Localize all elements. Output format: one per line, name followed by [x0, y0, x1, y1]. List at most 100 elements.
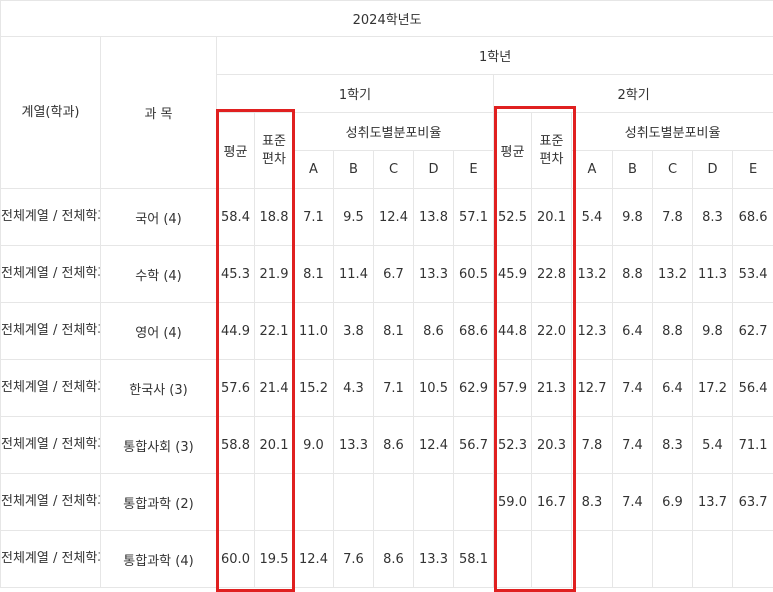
s1-dist-cell: 15.2 — [293, 359, 334, 417]
s1-distribution-header: 성취도별분포비율 — [293, 112, 494, 151]
track-cell: 전체계열 / 전체학과 — [0, 302, 101, 360]
s2-dist-cell — [692, 530, 733, 588]
s1-dist-cell: 9.0 — [293, 416, 334, 474]
s2-dist-cell: 13.2 — [652, 245, 693, 303]
s1-dist-cell: 56.7 — [453, 416, 494, 474]
s1-dist-cell: 13.8 — [413, 188, 454, 246]
s2-dist-cell: 63.7 — [731, 473, 773, 531]
track-cell: 전체계열 / 전체학과 — [0, 416, 101, 474]
s2-dist-cell — [652, 530, 693, 588]
s2-dist-cell: 13.7 — [692, 473, 733, 531]
s2-distribution-header: 성취도별분포비율 — [570, 112, 773, 151]
s1-std-dev-header: 표준 편차 — [254, 112, 294, 189]
s1-grade-a-header: A — [293, 150, 334, 189]
s2-dist-cell: 7.8 — [571, 416, 613, 474]
s1-average-cell: 44.9 — [216, 302, 255, 360]
subject-cell: 통합과학 (4) — [100, 530, 217, 588]
s2-dist-cell: 7.4 — [612, 359, 653, 417]
s1-dist-cell: 60.5 — [453, 245, 494, 303]
track-cell: 전체계열 / 전체학과 — [0, 188, 101, 246]
s2-std-dev-cell — [531, 530, 572, 588]
s2-dist-cell: 8.3 — [652, 416, 693, 474]
s1-dist-cell — [413, 473, 454, 531]
subject-cell: 국어 (4) — [100, 188, 217, 246]
s1-dist-cell: 12.4 — [373, 188, 414, 246]
s1-dist-cell: 13.3 — [413, 530, 454, 588]
s2-average-cell: 52.5 — [493, 188, 532, 246]
s2-average-cell: 45.9 — [493, 245, 532, 303]
s1-dist-cell: 7.1 — [373, 359, 414, 417]
s2-average-cell: 59.0 — [493, 473, 532, 531]
s2-std-dev-cell: 20.3 — [531, 416, 572, 474]
track-cell: 전체계열 / 전체학과 — [0, 530, 101, 588]
s1-dist-cell: 9.5 — [333, 188, 374, 246]
table-row: 전체계열 / 전체학과 통합과학 (2) 59.0 16.7 8.3 7.4 6.9 13.7… — [0, 473, 773, 531]
semester-1-header: 1학기 — [216, 74, 494, 113]
s1-dist-cell: 7.1 — [293, 188, 334, 246]
s2-dist-cell: 9.8 — [612, 188, 653, 246]
s2-grade-c-header: C — [652, 150, 693, 189]
subject-cell: 통합사회 (3) — [100, 416, 217, 474]
s2-std-dev-cell: 22.8 — [531, 245, 572, 303]
s2-dist-cell: 5.4 — [571, 188, 613, 246]
s1-dist-cell: 8.1 — [373, 302, 414, 360]
table-row: 전체계열 / 전체학과 국어 (4) 58.4 18.8 7.1 9.5 12.4 13.8 5… — [0, 188, 773, 246]
s2-dist-cell: 8.3 — [692, 188, 733, 246]
s2-dist-cell: 62.7 — [731, 302, 773, 360]
s1-dist-cell: 12.4 — [293, 530, 334, 588]
s1-average-header: 평균 — [216, 112, 255, 189]
s2-dist-cell: 68.6 — [731, 188, 773, 246]
s2-std-dev-cell: 16.7 — [531, 473, 572, 531]
s2-dist-cell: 8.8 — [612, 245, 653, 303]
s1-dist-cell: 10.5 — [413, 359, 454, 417]
s2-std-dev-cell: 22.0 — [531, 302, 572, 360]
s2-dist-cell: 12.7 — [571, 359, 613, 417]
subject-column-header: 과 목 — [100, 36, 217, 189]
s2-dist-cell: 13.2 — [571, 245, 613, 303]
s2-dist-cell: 7.8 — [652, 188, 693, 246]
s1-grade-d-header: D — [413, 150, 454, 189]
s2-dist-cell: 53.4 — [731, 245, 773, 303]
s2-grade-e-header: E — [731, 150, 773, 189]
s2-std-dev-cell: 20.1 — [531, 188, 572, 246]
s2-std-dev-header: 표준 편차 — [531, 112, 572, 189]
s2-dist-cell — [571, 530, 613, 588]
s1-dist-cell — [293, 473, 334, 531]
grade-year-header: 1학년 — [215, 36, 773, 75]
table-title: 2024학년도 — [0, 0, 773, 37]
s1-std-dev-cell: 19.5 — [254, 530, 294, 588]
track-column-header: 계열(학과) — [0, 36, 101, 189]
s1-dist-cell: 68.6 — [453, 302, 494, 360]
s2-grade-d-header: D — [692, 150, 733, 189]
s1-dist-cell: 11.0 — [293, 302, 334, 360]
s1-dist-cell: 12.4 — [413, 416, 454, 474]
table-row: 전체계열 / 전체학과 통합과학 (4) 60.0 19.5 12.4 7.6 8.6 13.… — [0, 530, 773, 588]
s1-average-cell — [216, 473, 255, 531]
s2-dist-cell: 6.4 — [612, 302, 653, 360]
subject-cell: 영어 (4) — [100, 302, 217, 360]
semester-2-header: 2학기 — [492, 74, 773, 113]
s1-dist-cell: 57.1 — [453, 188, 494, 246]
s2-dist-cell: 9.8 — [692, 302, 733, 360]
table-row: 전체계열 / 전체학과 한국사 (3) 57.6 21.4 15.2 4.3 7.1 10.5… — [0, 359, 773, 417]
s2-dist-cell: 6.4 — [652, 359, 693, 417]
s1-grade-b-header: B — [333, 150, 374, 189]
s1-dist-cell: 8.6 — [373, 416, 414, 474]
s2-average-cell: 57.9 — [493, 359, 532, 417]
s1-std-dev-cell: 21.4 — [254, 359, 294, 417]
s2-dist-cell — [731, 530, 773, 588]
s1-dist-cell: 13.3 — [413, 245, 454, 303]
s1-dist-cell — [453, 473, 494, 531]
s1-dist-cell: 58.1 — [453, 530, 494, 588]
s2-dist-cell: 17.2 — [692, 359, 733, 417]
s1-std-dev-cell — [254, 473, 294, 531]
s2-grade-a-header: A — [571, 150, 613, 189]
s2-average-header: 평균 — [493, 112, 532, 189]
s1-std-dev-cell: 21.9 — [254, 245, 294, 303]
s1-dist-cell: 11.4 — [333, 245, 374, 303]
s2-dist-cell — [612, 530, 653, 588]
s1-dist-cell: 8.1 — [293, 245, 334, 303]
s1-average-cell: 45.3 — [216, 245, 255, 303]
s2-dist-cell: 7.4 — [612, 473, 653, 531]
